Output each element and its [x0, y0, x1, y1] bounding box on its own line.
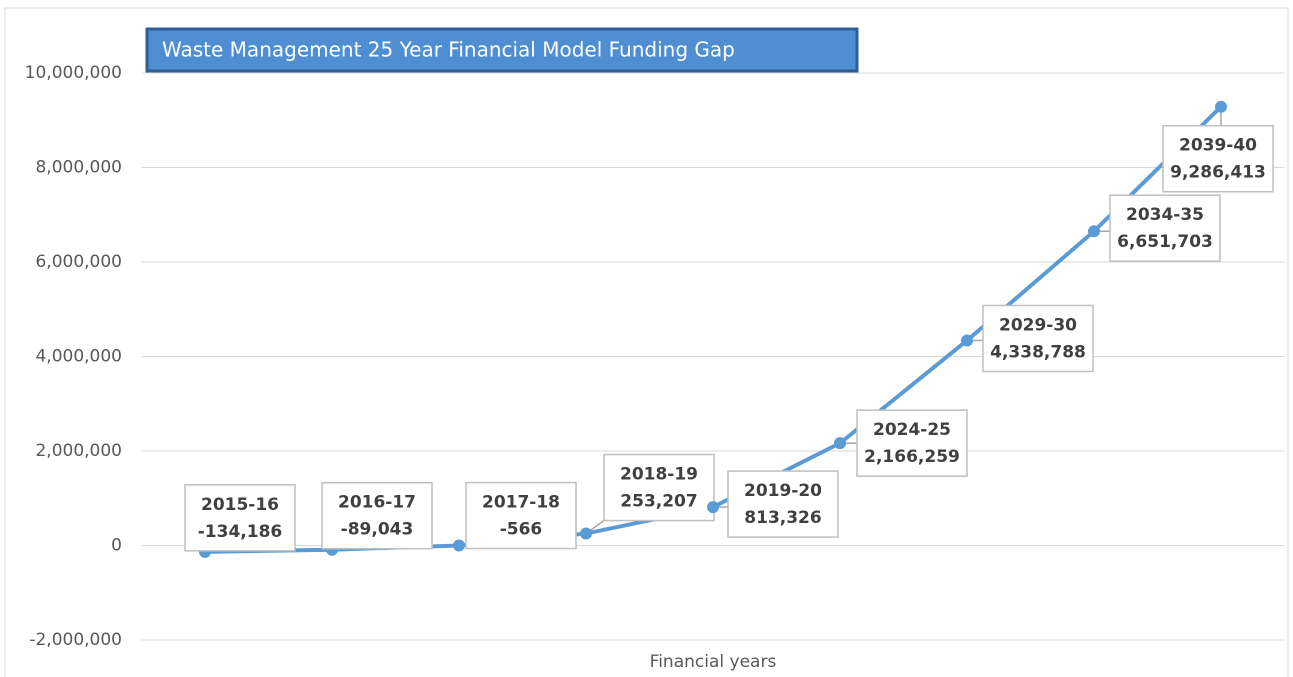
label-category: 2019-20	[744, 481, 822, 501]
chart-title: Waste Management 25 Year Financial Model…	[162, 38, 735, 62]
data-label: 2,166,259	[864, 447, 960, 467]
y-tick-label: 10,000,000	[25, 63, 122, 83]
point	[453, 539, 465, 552]
point	[580, 527, 592, 540]
label-box	[1162, 124, 1274, 193]
label-category: 2015-16	[201, 495, 279, 515]
data-label: 813,326	[744, 508, 821, 528]
y-tick-label: -2,000,000	[29, 630, 122, 650]
label-box	[184, 484, 296, 552]
label-category: 2018-19	[620, 465, 698, 485]
data-label: -89,043	[341, 520, 414, 540]
y-tick-label: 4,000,000	[35, 347, 122, 367]
label-box	[321, 481, 433, 550]
label-box	[856, 409, 968, 477]
point	[707, 501, 719, 514]
label-box	[982, 304, 1094, 373]
data-label: -134,186	[198, 522, 283, 542]
data-label: 9,286,413	[1170, 163, 1266, 183]
y-tick-label: 0	[111, 536, 122, 556]
point	[961, 334, 973, 347]
y-tick-label: 8,000,000	[35, 158, 122, 178]
label-box	[465, 481, 577, 550]
label-category: 2024-25	[873, 420, 951, 440]
title-box	[145, 27, 859, 73]
point	[1088, 225, 1100, 238]
point	[1215, 100, 1227, 113]
chart-border	[4, 7, 1289, 677]
data-label: 253,207	[620, 492, 697, 512]
label-box	[1109, 194, 1221, 262]
label-category: 2016-17	[338, 493, 416, 513]
y-tick-label: 2,000,000	[35, 441, 122, 461]
data-label: -566	[500, 520, 543, 540]
label-category: 2039-40	[1179, 136, 1257, 156]
label-box	[603, 453, 715, 522]
data-label: 4,338,788	[990, 342, 1086, 362]
label-category: 2017-18	[482, 493, 560, 513]
y-tick-label: 6,000,000	[35, 252, 122, 272]
data-label: 6,651,703	[1117, 232, 1213, 252]
point	[834, 437, 846, 450]
label-box	[727, 470, 839, 538]
label-category: 2034-35	[1126, 205, 1204, 225]
label-category: 2029-30	[999, 315, 1077, 335]
x-axis-label: Financial years	[650, 652, 777, 672]
